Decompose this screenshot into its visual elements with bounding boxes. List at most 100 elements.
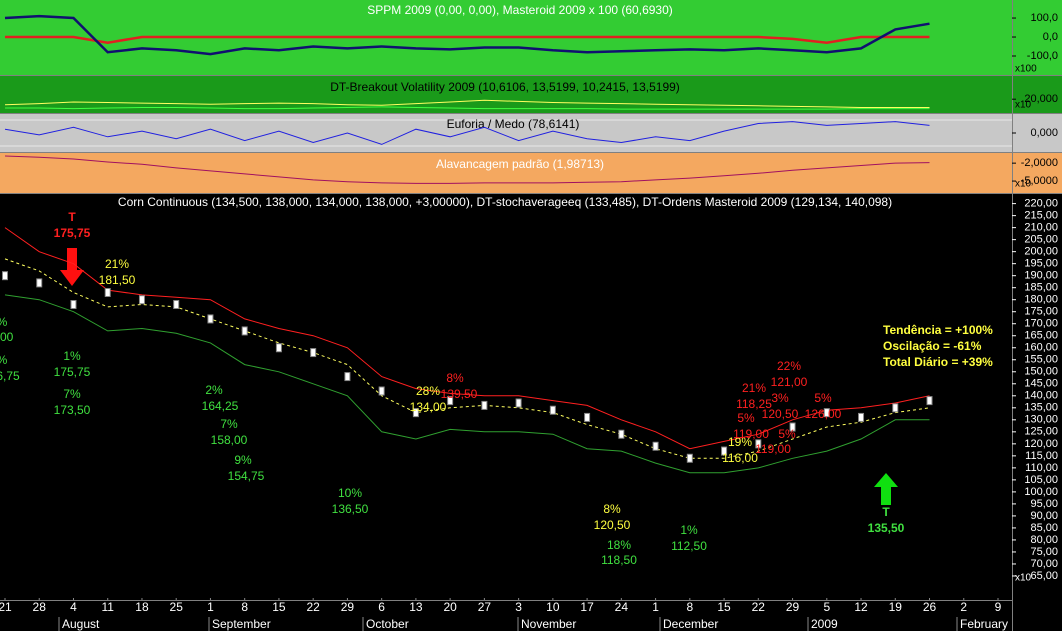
annotation: T — [68, 210, 76, 224]
y-tick-label: 210,00 — [1024, 222, 1058, 234]
y-tick-label: 185,00 — [1024, 282, 1058, 294]
y-tick-label: 95,00 — [1030, 498, 1058, 510]
y-tick-label: 70,00 — [1030, 558, 1058, 570]
x-tick-label: 3 — [515, 600, 522, 614]
annotation: 118,25 — [736, 397, 772, 411]
x-tick-label: 11 — [101, 600, 114, 614]
y-tick-label: 105,00 — [1024, 474, 1058, 486]
x-tick-label: 20 — [443, 600, 457, 614]
annotation: 164,25 — [202, 399, 239, 413]
main-title: Corn Continuous (134,500, 138,000, 134,0… — [118, 195, 892, 209]
annotation: 181,50 — [99, 273, 136, 287]
annotation: 21% — [742, 381, 766, 395]
month-label: September — [212, 617, 271, 631]
scale-label: x100 — [1015, 64, 1037, 75]
annotation: 1% — [680, 523, 698, 537]
month-label: November — [521, 617, 576, 631]
x-tick-label: 9 — [995, 600, 1002, 614]
series-line — [4, 155, 930, 184]
y-tick-label: 100,00 — [1024, 486, 1058, 498]
x-tick-label: 8 — [686, 600, 693, 614]
annotation: 2% — [205, 383, 223, 397]
annotation: 3% — [771, 391, 789, 405]
summary-line: Oscilação = -61% — [883, 339, 982, 353]
month-label: December — [663, 617, 718, 631]
close-marker — [652, 441, 659, 451]
annotation: 8% — [446, 371, 464, 385]
alavancagem-title: Alavancagem padrão (1,98713) — [436, 157, 604, 171]
y-tick-label: 120,00 — [1024, 438, 1058, 450]
breakout-panel — [0, 76, 1062, 113]
y-tick-label: 130,00 — [1024, 414, 1058, 426]
close-marker — [70, 300, 77, 310]
x-tick-label: 24 — [615, 600, 629, 614]
x-tick-label: 27 — [478, 600, 492, 614]
x-tick-label: 22 — [306, 600, 320, 614]
annotation: T — [882, 505, 890, 519]
x-tick-label: 8 — [241, 600, 248, 614]
sell-arrow — [60, 248, 84, 286]
y-tick-label: -2,0000 — [1021, 157, 1058, 169]
annotation: 119,00 — [733, 427, 769, 441]
close-marker — [823, 408, 830, 418]
x-tick-label: 17 — [580, 600, 594, 614]
series-line — [4, 294, 930, 474]
y-tick-label: 100,0 — [1030, 12, 1058, 24]
y-tick-label: 150,00 — [1024, 366, 1058, 378]
y-tick-label: 145,00 — [1024, 378, 1058, 390]
annotation: 120,50 — [762, 407, 799, 421]
annotation: 173,50 — [54, 403, 91, 417]
close-marker — [481, 400, 488, 410]
close-marker — [858, 412, 865, 422]
x-tick-label: 1 — [207, 600, 214, 614]
breakout-title: DT-Breakout Volatility 2009 (10,6106, 13… — [330, 80, 680, 94]
annotation: % — [0, 353, 8, 367]
annotation: 5% — [778, 427, 796, 441]
y-tick-label: 170,00 — [1024, 318, 1058, 330]
close-marker — [515, 398, 522, 408]
x-tick-label: 22 — [752, 600, 766, 614]
annotation: ,00 — [0, 330, 14, 344]
close-marker — [584, 412, 591, 422]
close-marker — [36, 278, 43, 288]
y-tick-label: 205,00 — [1024, 234, 1058, 246]
y-tick-label: 85,00 — [1030, 522, 1058, 534]
y-tick-label: 80,00 — [1030, 534, 1058, 546]
y-tick-label: 115,00 — [1025, 450, 1058, 462]
x-tick-label: 15 — [717, 600, 731, 614]
y-tick-label: 75,00 — [1030, 546, 1058, 558]
annotation: 5% — [814, 391, 832, 405]
y-tick-label: 190,00 — [1024, 270, 1058, 282]
annotation: 175,75 — [54, 365, 91, 379]
annotation: 6,75 — [0, 369, 20, 383]
annotation: 139,50 — [441, 387, 478, 401]
month-label: February — [960, 617, 1008, 631]
y-tick-label: 90,00 — [1030, 510, 1058, 522]
close-marker — [138, 295, 145, 305]
y-tick-label: 0,0 — [1043, 31, 1058, 43]
series-line — [5, 35, 930, 44]
close-marker — [173, 300, 180, 310]
x-tick-label: 5 — [823, 600, 830, 614]
annotation: 120,50 — [594, 518, 631, 532]
scale-label: x10 — [1015, 179, 1032, 190]
x-tick-label: 26 — [923, 600, 937, 614]
annotation: 7% — [63, 387, 81, 401]
annotation: 21% — [105, 257, 129, 271]
close-marker — [686, 453, 693, 463]
series-line — [4, 121, 930, 145]
y-tick-label: 180,00 — [1024, 294, 1058, 306]
close-marker — [549, 405, 556, 415]
close-marker — [241, 326, 248, 336]
month-label: August — [62, 617, 100, 631]
y-tick-label: -5,0000 — [1021, 175, 1058, 187]
x-tick-label: 18 — [135, 600, 149, 614]
x-tick-label: 19 — [889, 600, 903, 614]
close-marker — [207, 314, 214, 324]
close-marker — [344, 372, 351, 382]
annotation: 134,00 — [410, 400, 447, 414]
close-marker — [412, 408, 419, 418]
summary-line: Tendência = +100% — [883, 323, 993, 337]
